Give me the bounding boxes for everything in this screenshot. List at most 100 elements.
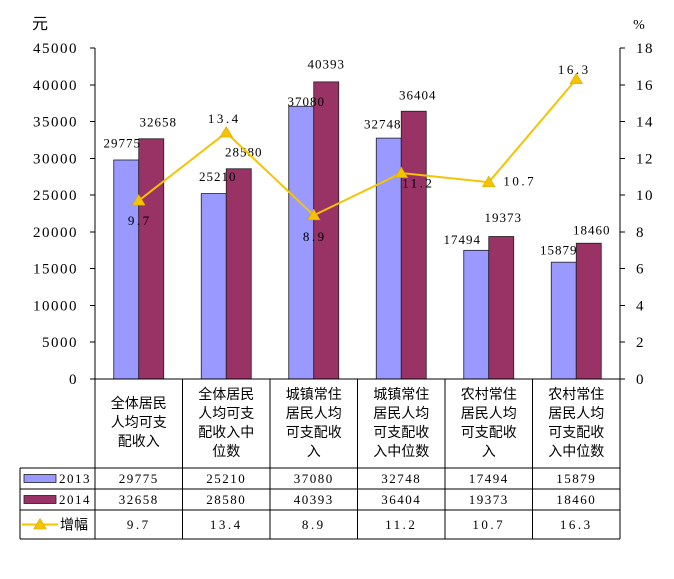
bar-value-label-2013: 37080 xyxy=(288,94,326,109)
table-cell-2013: 25210 xyxy=(206,471,246,486)
category-label: 农村常住 居民人均 可支配收入 xyxy=(445,379,533,468)
bar-value-label-2013: 32748 xyxy=(364,117,402,132)
bar-value-label-2014: 36404 xyxy=(399,88,437,103)
table-cell-2014: 18460 xyxy=(556,492,596,507)
category-label-line: 人均可支 xyxy=(110,415,167,431)
growth-value-label: 9.7 xyxy=(128,213,152,228)
y-tick-label: 45000 xyxy=(33,41,78,57)
bar-2014 xyxy=(575,242,602,380)
category-label-line: 人均可支 xyxy=(198,405,255,422)
y-tick-label: 5000 xyxy=(42,335,78,351)
category-label-line: 居民人均 xyxy=(460,405,517,422)
bar-2014 xyxy=(225,168,252,380)
bar-value-labels: 29775 25210 37080 32748 17494 15879 32658 28580… xyxy=(104,56,611,258)
legend-label-2013: 2013 xyxy=(59,471,91,486)
growth-line-series xyxy=(131,72,584,221)
table-cell-2013: 32748 xyxy=(381,471,421,486)
y2-tick-label: 10 xyxy=(636,188,654,204)
right-axis-title: % xyxy=(633,18,645,33)
growth-value-labels: 9.7 13.4 8.9 11.2 10.7 16.3 xyxy=(128,62,591,244)
growth-marker xyxy=(481,175,496,188)
growth-marker xyxy=(569,72,584,85)
legend-key-2014 xyxy=(23,495,57,504)
table-cell-2014: 36404 xyxy=(381,492,421,507)
category-label-line: 入中位数 xyxy=(373,443,430,460)
table-cell-2013: 17494 xyxy=(469,471,509,486)
category-label: 城镇常住居民人均可支配收入 xyxy=(270,379,358,468)
category-label-line: 全体居民 xyxy=(198,386,255,403)
data-table: 2013 29775 25210 37080 32748 17494 15879 2014 32… xyxy=(22,471,596,534)
growth-marker xyxy=(131,194,146,206)
bar-2013 xyxy=(288,105,315,380)
growth-value-label: 13.4 xyxy=(208,111,241,126)
axis-ticks: 0 5000 10000 15000 20000 25000 30000 35000 40000… xyxy=(33,41,654,388)
growth-marker xyxy=(219,126,234,138)
category-label: 全体居民 人均可支 配收入 xyxy=(95,379,183,468)
bar-2014 xyxy=(400,110,427,380)
growth-value-label: 8.9 xyxy=(303,229,327,244)
legend-key-2013 xyxy=(23,474,57,483)
bar-2013 xyxy=(463,249,490,380)
category-label-line: 居民人均 xyxy=(285,405,342,422)
bar-value-label-2013: 15879 xyxy=(540,243,578,258)
category-label: 城镇常住 居民人均 可支配收 入中位数 xyxy=(358,379,446,468)
category-label-line: 可支配收 xyxy=(548,424,605,441)
bar-value-label-2014: 18460 xyxy=(573,223,611,238)
bar-2013 xyxy=(200,193,227,380)
y2-tick-label: 6 xyxy=(636,262,645,278)
table-cell-2013: 29775 xyxy=(119,471,159,486)
legend-key-growth-marker xyxy=(33,517,47,530)
bar-value-label-2013: 25210 xyxy=(199,169,237,184)
category-label: 全体居民 人均可支 配收入中 位数 xyxy=(183,379,271,468)
y2-tick-label: 12 xyxy=(636,151,654,167)
category-label-line: 入 xyxy=(481,443,496,460)
bar-2014 xyxy=(313,81,340,380)
growth-marker xyxy=(394,166,409,178)
category-label-line: 可支配收 xyxy=(285,424,342,441)
category-label-line: 城镇常住 xyxy=(285,386,342,403)
y2-tick-label: 4 xyxy=(636,298,645,314)
growth-line xyxy=(138,78,578,217)
bar-value-label-2013: 17494 xyxy=(444,232,482,247)
y-tick-label: 20000 xyxy=(33,225,78,241)
table-cell-growth: 16.3 xyxy=(560,517,593,532)
table-cell-2013: 15879 xyxy=(556,471,596,486)
table-cell-2014: 19373 xyxy=(469,492,509,507)
y-tick-label: 30000 xyxy=(33,151,78,167)
table-cell-2013: 37080 xyxy=(294,471,334,486)
y-tick-label: 25000 xyxy=(33,188,78,204)
table-cell-2014: 32658 xyxy=(119,492,159,507)
category-label-line: 居民人均 xyxy=(548,405,605,422)
legend-label-2014: 2014 xyxy=(59,492,91,507)
bar-2013 xyxy=(113,159,140,380)
y2-tick-label: 2 xyxy=(636,335,645,351)
bar-2014 xyxy=(138,138,165,380)
table-cell-growth: 10.7 xyxy=(472,517,505,532)
category-label: 农村常住居民人均可支配收入中位数 xyxy=(533,379,621,468)
growth-value-label: 10.7 xyxy=(503,174,536,189)
y2-tick-label: 18 xyxy=(636,41,654,57)
bar-value-label-2014: 32658 xyxy=(140,114,178,129)
table-cell-growth: 13.4 xyxy=(210,517,243,532)
table-cell-growth: 11.2 xyxy=(385,517,417,532)
growth-marker xyxy=(306,208,321,221)
bar-2013 xyxy=(550,261,577,380)
growth-value-label: 16.3 xyxy=(558,62,591,77)
category-label-line: 全体居民 xyxy=(110,396,167,412)
category-label-line: 入中位数 xyxy=(548,443,605,460)
y-tick-label: 40000 xyxy=(33,78,78,94)
category-label-line: 农村常住 xyxy=(548,386,605,403)
y2-tick-label: 14 xyxy=(636,115,654,131)
table-cell-growth: 9.7 xyxy=(127,517,151,532)
y-tick-label: 15000 xyxy=(33,262,78,278)
y2-tick-label: 16 xyxy=(636,78,654,94)
table-cell-2014: 40393 xyxy=(294,492,334,507)
bar-series xyxy=(113,81,602,380)
table-cell-growth: 8.9 xyxy=(302,517,326,532)
bar-value-label-2014: 40393 xyxy=(308,56,346,71)
category-label-line: 入 xyxy=(306,443,321,460)
category-label-line: 农村常住 xyxy=(460,386,517,403)
left-axis-title: 元 xyxy=(32,14,48,33)
y-tick-label: 35000 xyxy=(33,115,78,131)
